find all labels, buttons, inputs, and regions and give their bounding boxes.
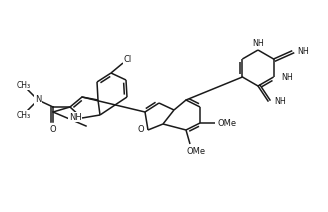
Text: NH: NH [297, 46, 309, 56]
Text: OMe: OMe [186, 148, 206, 156]
Text: O: O [138, 126, 144, 134]
Text: NH: NH [69, 113, 81, 121]
Text: CH₃: CH₃ [17, 110, 31, 120]
Text: NH: NH [282, 73, 293, 81]
Text: CH₃: CH₃ [17, 81, 31, 89]
Text: O: O [50, 124, 56, 134]
Text: Cl: Cl [124, 54, 132, 64]
Text: NH: NH [252, 39, 264, 47]
Text: NH: NH [274, 96, 286, 106]
Text: OMe: OMe [217, 119, 236, 127]
Text: N: N [35, 95, 41, 105]
